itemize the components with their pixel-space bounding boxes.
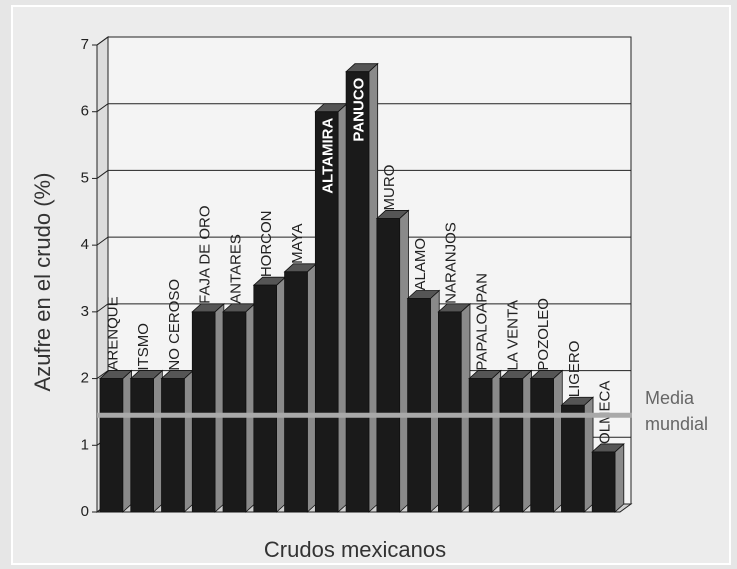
bar	[499, 378, 524, 513]
bar-label: OLMECA	[597, 381, 614, 444]
y-tick-label: 6	[81, 103, 89, 120]
bar-side	[337, 102, 348, 513]
bar	[99, 378, 124, 513]
y-tick-label: 4	[81, 236, 89, 253]
y-tick-label: 5	[81, 169, 89, 186]
bar-side	[122, 369, 132, 513]
bar-side	[614, 443, 625, 513]
bar-label: NO CEROSO	[166, 279, 183, 371]
y-tick-label: 1	[81, 436, 89, 453]
bar	[191, 311, 216, 513]
bar-label: HORCON	[258, 210, 275, 277]
y-tick-label: 3	[81, 303, 89, 320]
bar	[284, 271, 308, 513]
bar	[591, 451, 616, 513]
grid-line	[96, 169, 631, 179]
bar-label: PANUCO	[350, 77, 367, 141]
bar	[253, 284, 277, 513]
bar-label: PAPALOAPAN	[474, 273, 491, 371]
bar-label: NARANJOS	[443, 222, 460, 304]
bar	[222, 311, 247, 513]
bar-label: ITSMO	[135, 323, 152, 371]
bar-label: FAJA DE ORO	[197, 205, 214, 303]
bar	[376, 218, 401, 513]
bar-label: POZOLEO	[535, 298, 552, 371]
reference-label: mundial	[645, 414, 708, 434]
bar	[314, 111, 339, 513]
bar-label: LIGERO	[566, 341, 583, 398]
bar-side	[522, 369, 532, 513]
bar	[468, 378, 493, 513]
grid-line	[96, 36, 631, 46]
y-axis-title: Azufre en el crudo (%)	[30, 173, 55, 392]
bar	[161, 378, 185, 513]
bar-side	[245, 302, 256, 513]
reference-label: Media	[645, 388, 695, 408]
bar-label: ALTAMIRA	[320, 118, 337, 194]
bar-side	[183, 369, 194, 513]
bar	[561, 404, 585, 513]
bar-label: ANTARES	[227, 234, 244, 304]
bar-side	[153, 369, 163, 513]
bar-side	[460, 302, 471, 513]
bar-label: ARENQUE	[104, 296, 121, 370]
bar	[345, 71, 370, 513]
grid-line	[96, 103, 631, 113]
bar	[407, 298, 431, 513]
bar-side	[276, 276, 286, 513]
bar-side	[368, 62, 379, 513]
bar-side	[214, 302, 225, 513]
bar-label: LA VENTA	[504, 300, 521, 371]
grid-line	[96, 236, 631, 246]
bar-side	[430, 289, 440, 513]
bar	[530, 378, 554, 513]
y-tick-label: 2	[81, 370, 89, 387]
y-tick-label: 0	[81, 503, 89, 520]
bar-label: MURO	[381, 165, 398, 211]
x-axis-title: Crudos mexicanos	[264, 537, 446, 562]
bar	[438, 311, 462, 513]
bar-side	[491, 369, 502, 513]
bar	[130, 378, 154, 513]
bar-label: MAYA	[289, 224, 306, 264]
y-tick-label: 7	[81, 36, 89, 53]
bar-label: ALAMO	[412, 238, 429, 291]
bar-side	[306, 262, 317, 513]
bar-side	[399, 209, 409, 513]
bar-side	[553, 369, 563, 513]
